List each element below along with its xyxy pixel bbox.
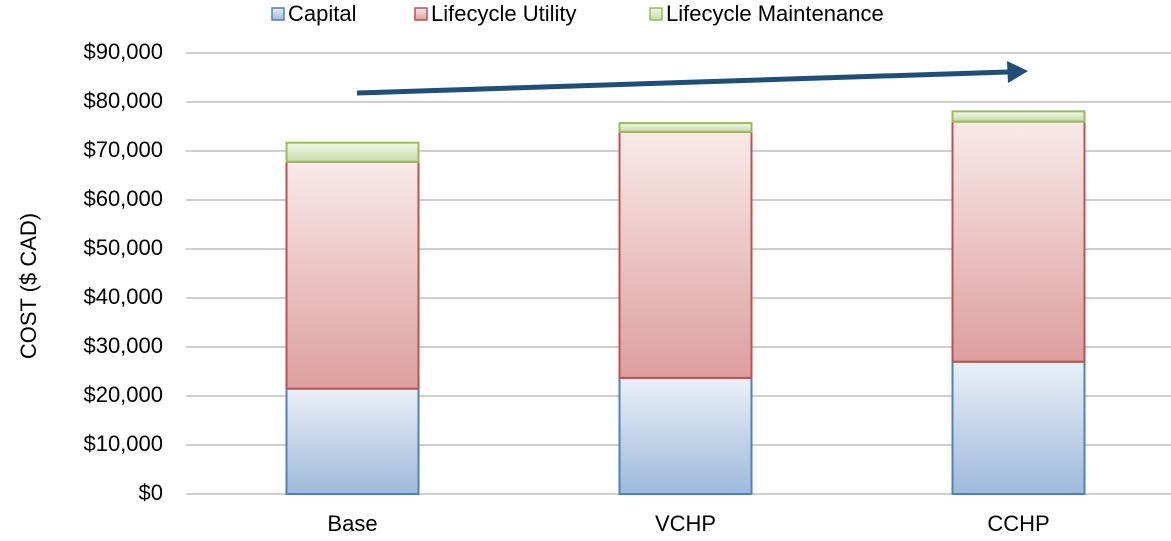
y-tick-label: $50,000	[83, 235, 163, 260]
bar-segment-fill	[285, 141, 420, 163]
y-tick-label: $10,000	[83, 431, 163, 456]
y-tick-label: $70,000	[83, 137, 163, 162]
bar-segment-fill	[618, 130, 753, 379]
trend-arrow	[356, 69, 1009, 96]
bar-segment-fill	[618, 376, 753, 495]
bar-segment-fill	[951, 120, 1086, 363]
y-tick-label: $80,000	[83, 88, 163, 113]
bar-segment-fill	[285, 387, 420, 495]
y-tick-label: $60,000	[83, 186, 163, 211]
legend-label: Lifecycle Utility	[431, 1, 576, 26]
legend-swatch	[414, 7, 428, 21]
bar-segment-fill	[285, 160, 420, 390]
legend-label: Capital	[288, 1, 356, 26]
bar-segment-fill	[618, 122, 753, 133]
y-tick-label: $20,000	[83, 382, 163, 407]
y-tick-label: $30,000	[83, 333, 163, 358]
bar-segment-fill	[951, 360, 1086, 496]
bar-segment-fill	[951, 110, 1086, 123]
y-tick-label: $0	[139, 480, 163, 505]
y-axis-label: COST ($ CAD)	[16, 213, 41, 359]
x-tick-label: Base	[327, 511, 377, 536]
y-tick-label: $90,000	[83, 39, 163, 64]
legend-label: Lifecycle Maintenance	[666, 1, 884, 26]
trend-arrowhead	[1007, 61, 1028, 83]
x-tick-label: VCHP	[655, 511, 716, 536]
legend-swatch	[271, 7, 285, 21]
x-tick-label: CCHP	[987, 511, 1049, 536]
legend-swatch	[649, 7, 663, 21]
y-tick-label: $40,000	[83, 284, 163, 309]
